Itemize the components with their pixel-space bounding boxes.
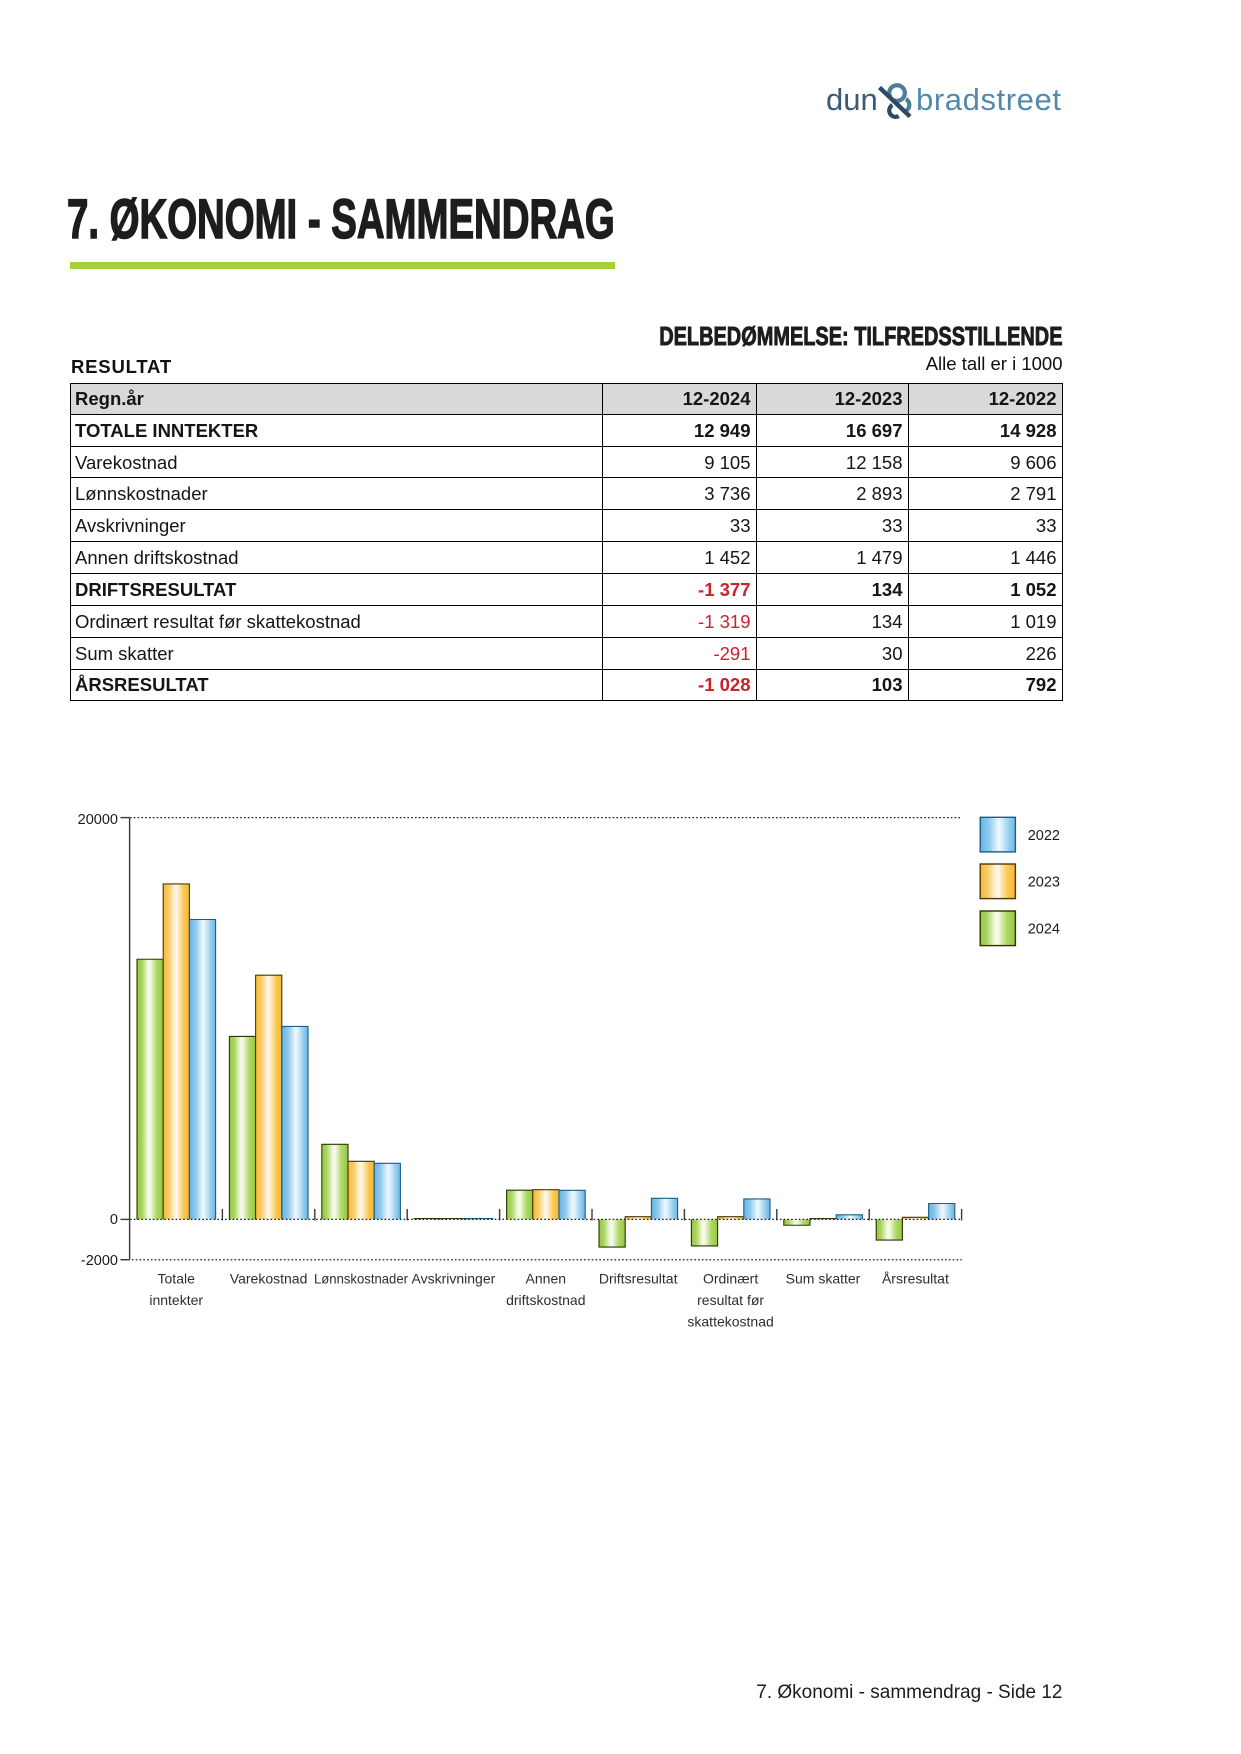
svg-text:Driftsresultat: Driftsresultat [599,1270,678,1286]
svg-text:skattekostnad: skattekostnad [687,1314,773,1330]
svg-text:2024: 2024 [1028,922,1060,938]
svg-text:Årsresultat: Årsresultat [882,1270,949,1286]
svg-text:Sum skatter: Sum skatter [786,1270,861,1286]
svg-text:Varekostnad: Varekostnad [230,1270,308,1286]
svg-text:inntekter: inntekter [149,1292,203,1308]
svg-text:Annen: Annen [526,1270,566,1286]
svg-text:2022: 2022 [1028,828,1060,844]
svg-text:Totale: Totale [158,1270,196,1286]
svg-text:0: 0 [110,1212,118,1228]
svg-text:Avskrivninger: Avskrivninger [412,1270,496,1286]
svg-text:Lønnskostnader: Lønnskostnader [314,1270,408,1286]
svg-text:2023: 2023 [1028,875,1060,891]
svg-text:Ordinært: Ordinært [703,1270,758,1286]
svg-text:20000: 20000 [78,812,118,828]
svg-text:-2000: -2000 [81,1253,118,1269]
svg-text:resultat før: resultat før [697,1292,764,1308]
svg-text:driftskostnad: driftskostnad [506,1292,585,1308]
